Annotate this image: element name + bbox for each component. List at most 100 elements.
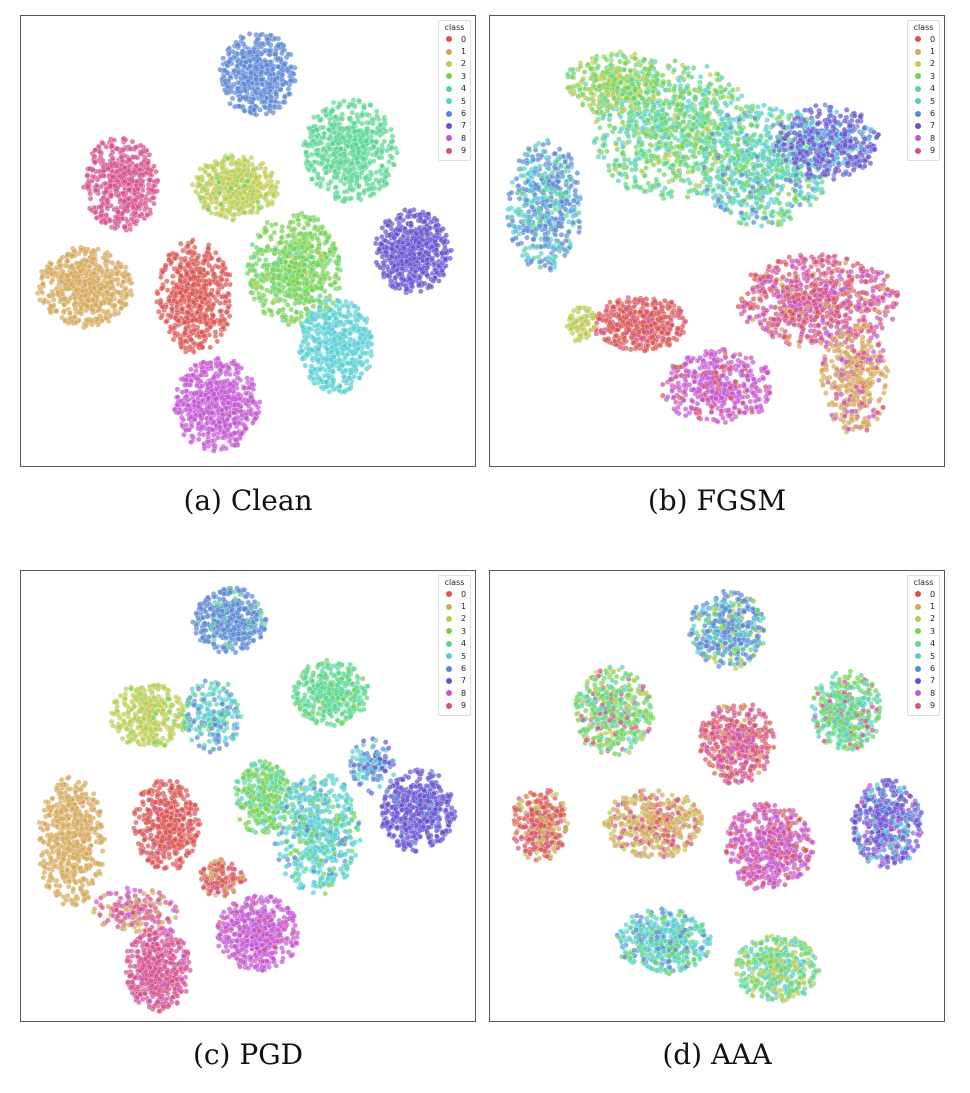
data-point-class-4 [368, 171, 375, 178]
data-point-class-7 [387, 277, 394, 284]
data-point-class-1 [91, 270, 97, 277]
data-point-class-4 [370, 120, 376, 127]
data-point-class-9 [107, 217, 113, 224]
data-point-class-5 [322, 339, 329, 346]
data-point-class-3 [290, 245, 297, 252]
data-point-class-4 [335, 104, 341, 111]
data-point-class-7 [421, 280, 428, 287]
data-point-class-3 [301, 224, 307, 231]
data-point-class-0 [218, 331, 225, 338]
data-point-class-2 [208, 196, 214, 202]
data-point-class-1 [71, 314, 78, 320]
data-point-class-3 [310, 303, 317, 310]
data-point-class-9 [99, 208, 105, 214]
data-point-class-4 [367, 192, 374, 199]
data-point-class-9 [126, 156, 132, 163]
data-point-class-4 [349, 109, 356, 116]
data-point-class-3 [273, 221, 279, 227]
data-point-class-0 [188, 276, 194, 283]
data-point-class-7 [404, 213, 411, 220]
data-point-class-0 [183, 271, 190, 277]
data-point-class-9 [98, 197, 105, 203]
data-point-class-1 [75, 264, 82, 270]
data-point-class-9 [118, 181, 124, 188]
data-point-class-4 [347, 150, 354, 157]
data-point-class-2 [264, 202, 271, 208]
data-point-class-9 [98, 183, 104, 190]
data-point-class-7 [416, 239, 422, 246]
data-point-class-1 [116, 298, 122, 305]
data-point-class-3 [279, 314, 286, 320]
data-point-class-4 [383, 180, 390, 187]
data-point-class-7 [436, 272, 443, 278]
data-point-class-1 [59, 279, 65, 285]
data-point-class-4 [277, 257, 284, 263]
data-point-class-1 [47, 309, 54, 316]
data-point-class-6 [272, 35, 278, 42]
data-point-class-9 [138, 161, 145, 167]
data-point-class-3 [298, 313, 305, 320]
data-point-class-1 [67, 310, 73, 317]
data-point-class-0 [166, 297, 172, 304]
data-point-class-1 [107, 312, 114, 318]
data-point-class-4 [360, 188, 367, 194]
data-point-class-4 [303, 149, 310, 156]
data-point-class-5 [347, 336, 353, 343]
data-point-class-6 [270, 66, 276, 72]
data-point-class-4 [381, 117, 388, 123]
data-point-class-0 [182, 278, 188, 285]
data-point-class-4 [347, 182, 354, 189]
data-point-class-2 [213, 195, 219, 202]
data-point-class-0 [163, 278, 170, 285]
data-point-class-2 [229, 217, 236, 223]
data-point-class-3 [276, 287, 283, 294]
data-point-class-7 [389, 246, 395, 252]
data-point-class-2 [254, 188, 261, 194]
data-point-class-6 [267, 48, 273, 54]
data-point-class-4 [348, 195, 355, 201]
data-point-class-6 [249, 80, 255, 86]
data-point-class-5 [304, 317, 311, 324]
data-point-class-5 [351, 362, 358, 369]
data-point-class-6 [258, 94, 265, 100]
data-point-class-5 [368, 341, 375, 347]
data-point-class-9 [134, 217, 140, 224]
data-point-class-2 [241, 209, 247, 216]
data-point-class-7 [424, 256, 430, 263]
data-point-class-5 [299, 348, 306, 354]
data-point-class-1 [94, 294, 101, 300]
data-point-class-2 [205, 179, 211, 186]
data-point-class-5 [301, 329, 307, 336]
data-point-class-7 [386, 232, 393, 238]
data-point-class-5 [309, 315, 316, 322]
data-point-class-6 [261, 99, 268, 105]
data-point-class-9 [144, 160, 151, 166]
data-point-class-2 [229, 153, 236, 160]
data-point-class-0 [159, 304, 166, 310]
data-point-class-6 [250, 96, 257, 102]
data-point-class-5 [310, 335, 317, 341]
data-point-class-7 [407, 276, 414, 283]
data-point-class-4 [328, 178, 334, 185]
data-point-class-9 [142, 200, 149, 206]
data-point-class-1 [50, 291, 57, 298]
data-point-class-9 [98, 203, 104, 210]
data-point-class-4 [325, 158, 332, 164]
data-point-class-4 [376, 154, 382, 161]
data-point-class-1 [98, 301, 104, 307]
data-point-class-3 [327, 281, 334, 288]
data-point-class-4 [293, 250, 300, 256]
data-point-class-9 [117, 173, 123, 180]
data-point-class-1 [72, 299, 79, 306]
data-point-class-1 [98, 285, 104, 292]
data-point-class-4 [340, 151, 347, 157]
data-point-class-1 [39, 289, 46, 296]
data-point-class-9 [103, 144, 110, 150]
data-point-class-4 [323, 169, 329, 176]
data-point-class-2 [228, 161, 234, 167]
data-point-class-4 [388, 126, 394, 133]
data-point-class-0 [202, 312, 208, 319]
data-point-class-0 [170, 336, 177, 343]
data-point-class-6 [247, 108, 253, 115]
data-point-class-9 [148, 172, 155, 178]
